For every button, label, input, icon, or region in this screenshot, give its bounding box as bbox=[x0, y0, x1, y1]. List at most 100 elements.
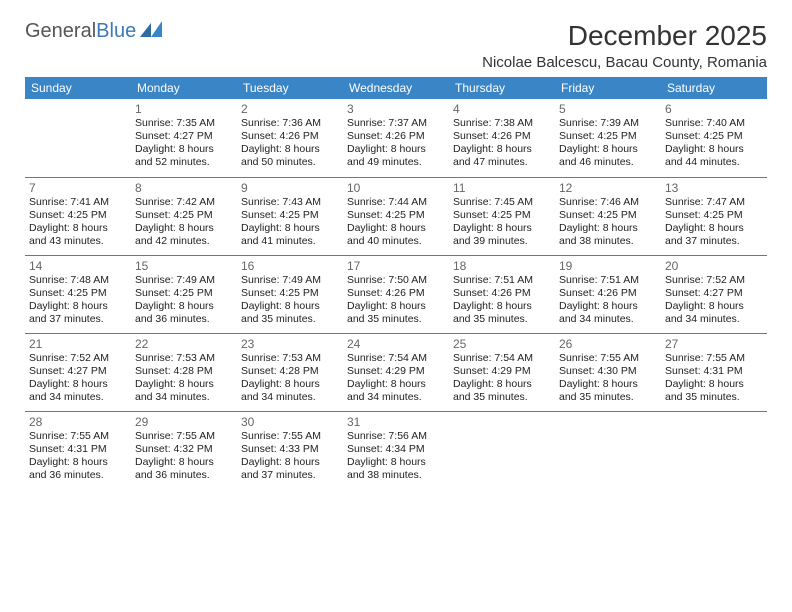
calendar-day-cell bbox=[555, 411, 661, 489]
day-details: Sunrise: 7:56 AMSunset: 4:34 PMDaylight:… bbox=[347, 430, 445, 483]
day-details: Sunrise: 7:40 AMSunset: 4:25 PMDaylight:… bbox=[665, 117, 763, 170]
day-details: Sunrise: 7:50 AMSunset: 4:26 PMDaylight:… bbox=[347, 274, 445, 327]
day-of-week-header: Sunday bbox=[25, 77, 131, 99]
calendar-day-cell: 14Sunrise: 7:48 AMSunset: 4:25 PMDayligh… bbox=[25, 255, 131, 333]
day-number: 23 bbox=[241, 337, 339, 351]
day-details: Sunrise: 7:52 AMSunset: 4:27 PMDaylight:… bbox=[29, 352, 127, 405]
day-details: Sunrise: 7:55 AMSunset: 4:31 PMDaylight:… bbox=[665, 352, 763, 405]
day-of-week-header: Friday bbox=[555, 77, 661, 99]
day-number: 17 bbox=[347, 259, 445, 273]
day-number: 25 bbox=[453, 337, 551, 351]
day-number: 31 bbox=[347, 415, 445, 429]
calendar-page: GeneralBlue December 2025 Nicolae Balces… bbox=[0, 0, 792, 509]
day-number: 4 bbox=[453, 102, 551, 116]
day-number: 24 bbox=[347, 337, 445, 351]
day-number: 7 bbox=[29, 181, 127, 195]
day-details: Sunrise: 7:39 AMSunset: 4:25 PMDaylight:… bbox=[559, 117, 657, 170]
day-number: 2 bbox=[241, 102, 339, 116]
day-details: Sunrise: 7:45 AMSunset: 4:25 PMDaylight:… bbox=[453, 196, 551, 249]
calendar-day-cell: 21Sunrise: 7:52 AMSunset: 4:27 PMDayligh… bbox=[25, 333, 131, 411]
calendar-day-cell: 27Sunrise: 7:55 AMSunset: 4:31 PMDayligh… bbox=[661, 333, 767, 411]
day-number: 19 bbox=[559, 259, 657, 273]
day-details: Sunrise: 7:48 AMSunset: 4:25 PMDaylight:… bbox=[29, 274, 127, 327]
day-details: Sunrise: 7:47 AMSunset: 4:25 PMDaylight:… bbox=[665, 196, 763, 249]
calendar-week-row: 14Sunrise: 7:48 AMSunset: 4:25 PMDayligh… bbox=[25, 255, 767, 333]
calendar-day-cell: 1Sunrise: 7:35 AMSunset: 4:27 PMDaylight… bbox=[131, 99, 237, 177]
logo-text-blue: Blue bbox=[96, 20, 136, 43]
header-row: GeneralBlue December 2025 bbox=[25, 20, 767, 52]
calendar-day-cell: 3Sunrise: 7:37 AMSunset: 4:26 PMDaylight… bbox=[343, 99, 449, 177]
calendar-week-row: 7Sunrise: 7:41 AMSunset: 4:25 PMDaylight… bbox=[25, 177, 767, 255]
calendar-day-cell bbox=[449, 411, 555, 489]
logo-mark-icon bbox=[140, 20, 162, 43]
calendar-day-cell: 31Sunrise: 7:56 AMSunset: 4:34 PMDayligh… bbox=[343, 411, 449, 489]
calendar-week-row: 1Sunrise: 7:35 AMSunset: 4:27 PMDaylight… bbox=[25, 99, 767, 177]
calendar-day-cell: 13Sunrise: 7:47 AMSunset: 4:25 PMDayligh… bbox=[661, 177, 767, 255]
logo-text-general: General bbox=[25, 20, 96, 43]
day-details: Sunrise: 7:55 AMSunset: 4:33 PMDaylight:… bbox=[241, 430, 339, 483]
calendar-day-cell bbox=[25, 99, 131, 177]
day-details: Sunrise: 7:42 AMSunset: 4:25 PMDaylight:… bbox=[135, 196, 233, 249]
day-of-week-header: Thursday bbox=[449, 77, 555, 99]
calendar-day-cell: 29Sunrise: 7:55 AMSunset: 4:32 PMDayligh… bbox=[131, 411, 237, 489]
day-number: 3 bbox=[347, 102, 445, 116]
calendar-day-cell: 10Sunrise: 7:44 AMSunset: 4:25 PMDayligh… bbox=[343, 177, 449, 255]
day-number: 5 bbox=[559, 102, 657, 116]
calendar-day-cell: 4Sunrise: 7:38 AMSunset: 4:26 PMDaylight… bbox=[449, 99, 555, 177]
day-number: 13 bbox=[665, 181, 763, 195]
calendar-day-cell: 16Sunrise: 7:49 AMSunset: 4:25 PMDayligh… bbox=[237, 255, 343, 333]
day-number: 1 bbox=[135, 102, 233, 116]
day-number: 20 bbox=[665, 259, 763, 273]
calendar-week-row: 28Sunrise: 7:55 AMSunset: 4:31 PMDayligh… bbox=[25, 411, 767, 489]
calendar-table: SundayMondayTuesdayWednesdayThursdayFrid… bbox=[25, 77, 767, 489]
day-of-week-header: Wednesday bbox=[343, 77, 449, 99]
calendar-day-cell: 8Sunrise: 7:42 AMSunset: 4:25 PMDaylight… bbox=[131, 177, 237, 255]
calendar-day-cell: 22Sunrise: 7:53 AMSunset: 4:28 PMDayligh… bbox=[131, 333, 237, 411]
day-details: Sunrise: 7:43 AMSunset: 4:25 PMDaylight:… bbox=[241, 196, 339, 249]
day-of-week-header: Saturday bbox=[661, 77, 767, 99]
day-number: 15 bbox=[135, 259, 233, 273]
day-number: 30 bbox=[241, 415, 339, 429]
calendar-day-cell: 12Sunrise: 7:46 AMSunset: 4:25 PMDayligh… bbox=[555, 177, 661, 255]
day-details: Sunrise: 7:51 AMSunset: 4:26 PMDaylight:… bbox=[559, 274, 657, 327]
day-details: Sunrise: 7:53 AMSunset: 4:28 PMDaylight:… bbox=[135, 352, 233, 405]
day-details: Sunrise: 7:49 AMSunset: 4:25 PMDaylight:… bbox=[241, 274, 339, 327]
calendar-day-cell: 17Sunrise: 7:50 AMSunset: 4:26 PMDayligh… bbox=[343, 255, 449, 333]
calendar-day-cell: 25Sunrise: 7:54 AMSunset: 4:29 PMDayligh… bbox=[449, 333, 555, 411]
day-details: Sunrise: 7:41 AMSunset: 4:25 PMDaylight:… bbox=[29, 196, 127, 249]
day-number: 10 bbox=[347, 181, 445, 195]
day-details: Sunrise: 7:55 AMSunset: 4:32 PMDaylight:… bbox=[135, 430, 233, 483]
page-title: December 2025 bbox=[568, 20, 767, 52]
calendar-day-cell: 2Sunrise: 7:36 AMSunset: 4:26 PMDaylight… bbox=[237, 99, 343, 177]
calendar-day-cell bbox=[661, 411, 767, 489]
day-number: 27 bbox=[665, 337, 763, 351]
day-details: Sunrise: 7:44 AMSunset: 4:25 PMDaylight:… bbox=[347, 196, 445, 249]
day-number: 28 bbox=[29, 415, 127, 429]
calendar-body: 1Sunrise: 7:35 AMSunset: 4:27 PMDaylight… bbox=[25, 99, 767, 489]
day-details: Sunrise: 7:46 AMSunset: 4:25 PMDaylight:… bbox=[559, 196, 657, 249]
day-number: 21 bbox=[29, 337, 127, 351]
day-of-week-header: Tuesday bbox=[237, 77, 343, 99]
calendar-day-cell: 18Sunrise: 7:51 AMSunset: 4:26 PMDayligh… bbox=[449, 255, 555, 333]
days-of-week-row: SundayMondayTuesdayWednesdayThursdayFrid… bbox=[25, 77, 767, 99]
calendar-day-cell: 11Sunrise: 7:45 AMSunset: 4:25 PMDayligh… bbox=[449, 177, 555, 255]
day-details: Sunrise: 7:54 AMSunset: 4:29 PMDaylight:… bbox=[347, 352, 445, 405]
day-details: Sunrise: 7:53 AMSunset: 4:28 PMDaylight:… bbox=[241, 352, 339, 405]
day-number: 18 bbox=[453, 259, 551, 273]
day-number: 6 bbox=[665, 102, 763, 116]
calendar-day-cell: 6Sunrise: 7:40 AMSunset: 4:25 PMDaylight… bbox=[661, 99, 767, 177]
calendar-week-row: 21Sunrise: 7:52 AMSunset: 4:27 PMDayligh… bbox=[25, 333, 767, 411]
day-number: 12 bbox=[559, 181, 657, 195]
day-details: Sunrise: 7:37 AMSunset: 4:26 PMDaylight:… bbox=[347, 117, 445, 170]
calendar-day-cell: 20Sunrise: 7:52 AMSunset: 4:27 PMDayligh… bbox=[661, 255, 767, 333]
calendar-day-cell: 24Sunrise: 7:54 AMSunset: 4:29 PMDayligh… bbox=[343, 333, 449, 411]
day-details: Sunrise: 7:54 AMSunset: 4:29 PMDaylight:… bbox=[453, 352, 551, 405]
day-number: 29 bbox=[135, 415, 233, 429]
calendar-day-cell: 30Sunrise: 7:55 AMSunset: 4:33 PMDayligh… bbox=[237, 411, 343, 489]
calendar-day-cell: 15Sunrise: 7:49 AMSunset: 4:25 PMDayligh… bbox=[131, 255, 237, 333]
calendar-day-cell: 5Sunrise: 7:39 AMSunset: 4:25 PMDaylight… bbox=[555, 99, 661, 177]
day-details: Sunrise: 7:35 AMSunset: 4:27 PMDaylight:… bbox=[135, 117, 233, 170]
day-details: Sunrise: 7:55 AMSunset: 4:31 PMDaylight:… bbox=[29, 430, 127, 483]
day-number: 11 bbox=[453, 181, 551, 195]
day-of-week-header: Monday bbox=[131, 77, 237, 99]
